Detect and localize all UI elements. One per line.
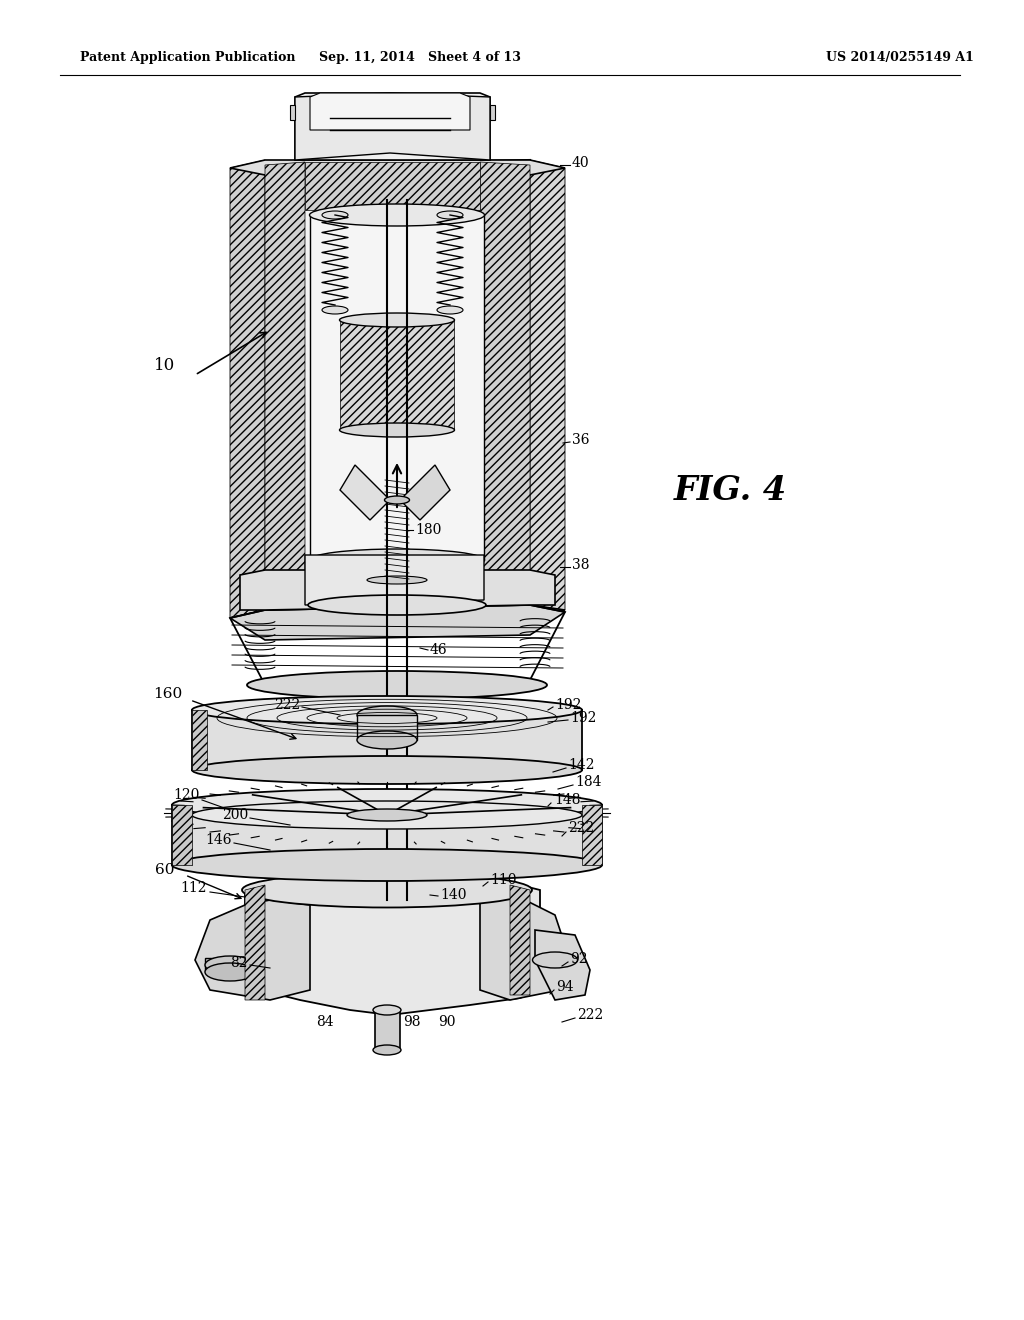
Ellipse shape bbox=[437, 306, 463, 314]
Text: 38: 38 bbox=[572, 558, 590, 572]
Ellipse shape bbox=[172, 849, 602, 880]
Text: US 2014/0255149 A1: US 2014/0255149 A1 bbox=[826, 51, 974, 65]
Text: 90: 90 bbox=[438, 1015, 456, 1030]
Text: 192: 192 bbox=[570, 711, 596, 725]
Text: 110: 110 bbox=[490, 873, 516, 887]
Text: 222: 222 bbox=[273, 698, 300, 711]
Text: Patent Application Publication: Patent Application Publication bbox=[80, 51, 296, 65]
Polygon shape bbox=[510, 884, 530, 995]
Ellipse shape bbox=[367, 576, 427, 583]
Polygon shape bbox=[295, 92, 490, 160]
Polygon shape bbox=[490, 106, 495, 120]
Polygon shape bbox=[230, 160, 565, 176]
Polygon shape bbox=[230, 605, 565, 624]
Ellipse shape bbox=[193, 756, 582, 784]
Text: 222: 222 bbox=[577, 1008, 603, 1022]
Polygon shape bbox=[193, 710, 582, 770]
Ellipse shape bbox=[172, 789, 602, 821]
Ellipse shape bbox=[205, 956, 255, 974]
Polygon shape bbox=[305, 554, 484, 605]
Ellipse shape bbox=[347, 809, 427, 821]
Polygon shape bbox=[310, 92, 470, 129]
Polygon shape bbox=[193, 710, 207, 770]
Polygon shape bbox=[172, 805, 193, 865]
Polygon shape bbox=[535, 931, 590, 1001]
Ellipse shape bbox=[309, 549, 484, 572]
Text: 84: 84 bbox=[316, 1015, 334, 1030]
Text: 98: 98 bbox=[403, 1015, 421, 1030]
Text: 120: 120 bbox=[174, 788, 200, 803]
Ellipse shape bbox=[322, 306, 348, 314]
Text: 180: 180 bbox=[415, 523, 441, 537]
Text: 142: 142 bbox=[568, 758, 595, 772]
Ellipse shape bbox=[308, 595, 486, 615]
Ellipse shape bbox=[247, 671, 547, 700]
Polygon shape bbox=[310, 215, 484, 560]
Polygon shape bbox=[375, 1010, 400, 1049]
Polygon shape bbox=[530, 160, 565, 610]
Text: 40: 40 bbox=[572, 156, 590, 170]
Text: 148: 148 bbox=[554, 793, 581, 807]
Polygon shape bbox=[295, 92, 490, 160]
Text: FIG. 4: FIG. 4 bbox=[674, 474, 786, 507]
Polygon shape bbox=[357, 715, 417, 741]
Polygon shape bbox=[230, 605, 565, 640]
Ellipse shape bbox=[193, 801, 582, 829]
Ellipse shape bbox=[357, 706, 417, 723]
Polygon shape bbox=[400, 465, 450, 520]
Text: 112: 112 bbox=[180, 880, 207, 895]
Text: 94: 94 bbox=[556, 979, 573, 994]
Ellipse shape bbox=[340, 422, 455, 437]
Ellipse shape bbox=[309, 205, 484, 226]
Text: 46: 46 bbox=[430, 643, 447, 657]
Polygon shape bbox=[205, 958, 255, 972]
Text: 184: 184 bbox=[575, 775, 601, 789]
Text: 140: 140 bbox=[440, 888, 467, 902]
Polygon shape bbox=[265, 160, 530, 610]
Polygon shape bbox=[245, 884, 265, 1001]
Polygon shape bbox=[290, 106, 295, 120]
Polygon shape bbox=[230, 160, 265, 618]
Ellipse shape bbox=[205, 964, 255, 981]
Polygon shape bbox=[340, 465, 390, 520]
Polygon shape bbox=[480, 895, 570, 1001]
Ellipse shape bbox=[340, 313, 455, 327]
Polygon shape bbox=[582, 805, 602, 865]
Polygon shape bbox=[265, 162, 305, 610]
Ellipse shape bbox=[384, 496, 410, 504]
Ellipse shape bbox=[322, 211, 348, 219]
Ellipse shape bbox=[532, 952, 578, 968]
Text: 192: 192 bbox=[555, 698, 582, 711]
Polygon shape bbox=[245, 884, 540, 1015]
Polygon shape bbox=[340, 319, 454, 430]
Text: 200: 200 bbox=[222, 808, 248, 822]
Polygon shape bbox=[480, 162, 530, 605]
Ellipse shape bbox=[437, 211, 463, 219]
Ellipse shape bbox=[357, 731, 417, 748]
Polygon shape bbox=[172, 805, 602, 865]
Polygon shape bbox=[305, 162, 480, 210]
Polygon shape bbox=[195, 900, 310, 1001]
Text: Sep. 11, 2014   Sheet 4 of 13: Sep. 11, 2014 Sheet 4 of 13 bbox=[319, 51, 521, 65]
Ellipse shape bbox=[373, 1045, 401, 1055]
Text: 60: 60 bbox=[156, 863, 175, 876]
Text: 92: 92 bbox=[570, 952, 588, 966]
Text: 10: 10 bbox=[154, 356, 175, 374]
Text: 146: 146 bbox=[206, 833, 232, 847]
Text: 222: 222 bbox=[568, 821, 594, 836]
Text: 160: 160 bbox=[154, 686, 182, 701]
Polygon shape bbox=[240, 570, 555, 610]
Ellipse shape bbox=[373, 1005, 401, 1015]
Text: 82: 82 bbox=[230, 956, 248, 970]
Text: 36: 36 bbox=[572, 433, 590, 447]
Ellipse shape bbox=[242, 873, 532, 908]
Ellipse shape bbox=[193, 696, 582, 723]
